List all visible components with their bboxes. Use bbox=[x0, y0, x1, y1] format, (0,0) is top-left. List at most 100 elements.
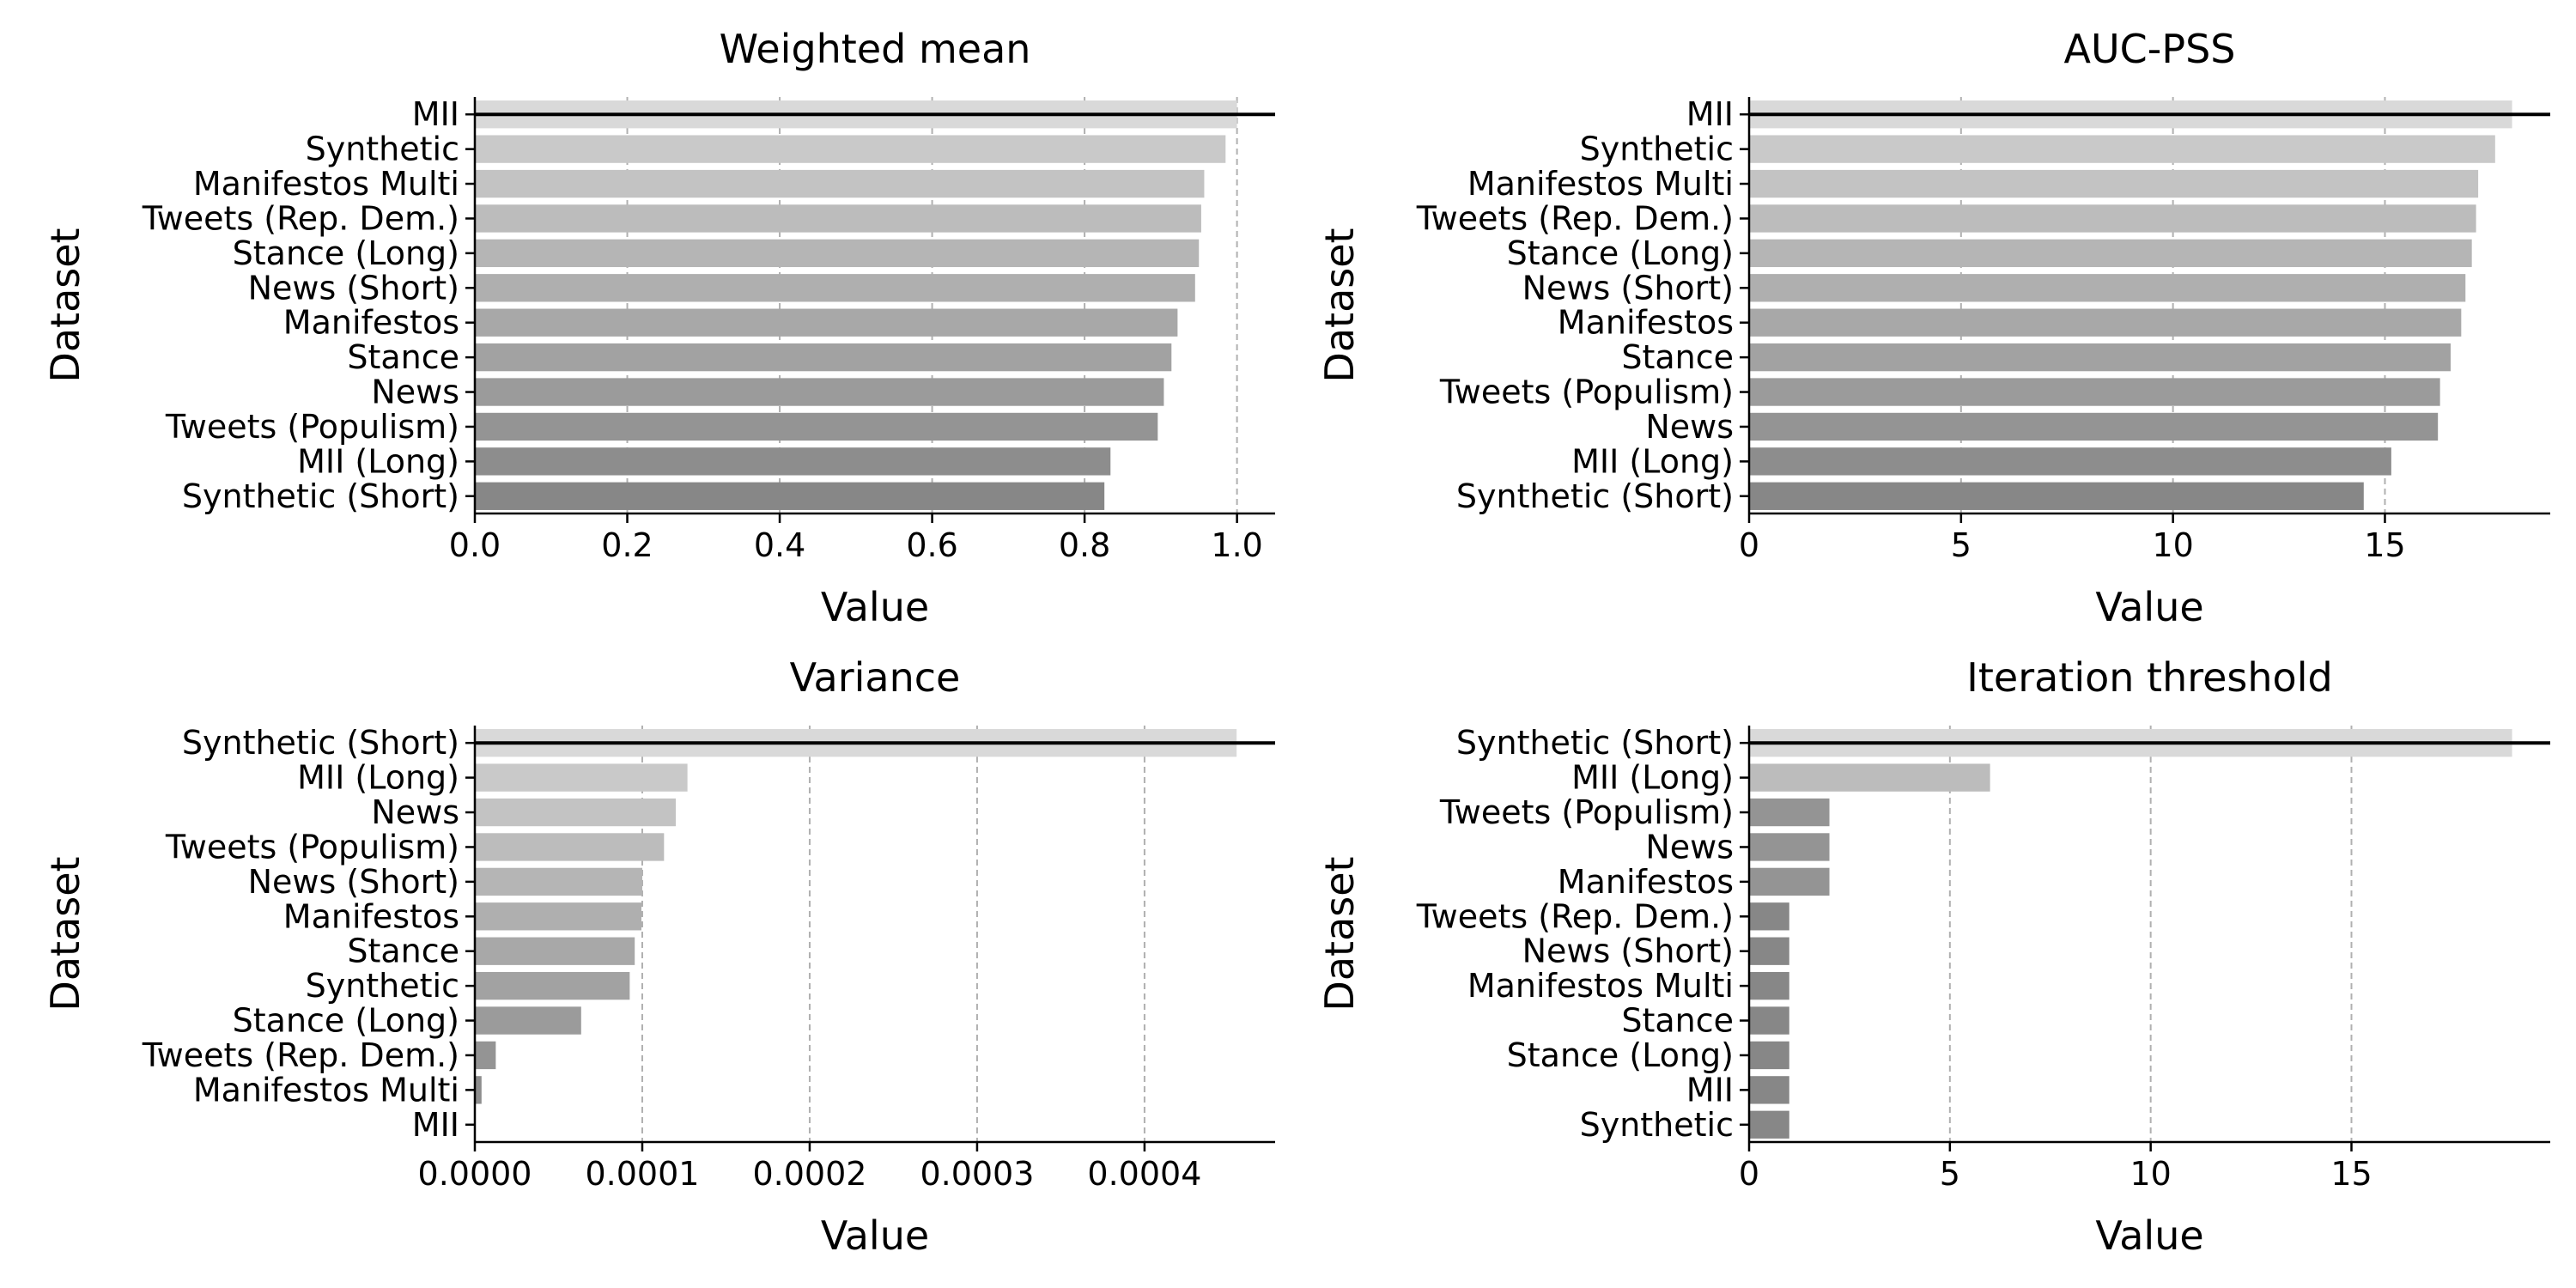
chart-panel-4: Synthetic (Short)MII (Long)Tweets (Popul… bbox=[1316, 654, 2550, 1259]
bar-news bbox=[475, 798, 676, 827]
x-tick-label: 0 bbox=[1739, 526, 1759, 564]
bar-news bbox=[1749, 833, 1830, 861]
bar-tweets-populism bbox=[1749, 378, 2440, 406]
y-tick-label: Synthetic (Short) bbox=[182, 724, 459, 762]
y-tick-label: Manifestos bbox=[283, 304, 459, 342]
bar-mii-long bbox=[1749, 763, 1990, 792]
y-tick-label: Tweets (Rep. Dem.) bbox=[142, 1036, 459, 1074]
bar-tweets-rep-dem bbox=[1749, 902, 1789, 931]
chart-title: Weighted mean bbox=[720, 26, 1031, 72]
bar-mii-long bbox=[475, 763, 688, 792]
bar-mii bbox=[1749, 1076, 1789, 1104]
bar-tweets-rep-dem bbox=[475, 204, 1201, 233]
x-tick-label: 10 bbox=[2152, 526, 2193, 564]
y-tick-label: Synthetic bbox=[306, 131, 459, 168]
bar-synthetic bbox=[1749, 1110, 1789, 1139]
bar-synthetic bbox=[475, 135, 1226, 163]
bar-manifestos bbox=[475, 902, 642, 931]
bar-manifestos-multi bbox=[475, 1076, 482, 1104]
bar-stance-long bbox=[1749, 1041, 1789, 1070]
x-tick-label: 15 bbox=[2330, 1155, 2372, 1193]
y-axis-label: Dataset bbox=[42, 856, 88, 1011]
bar-manifestos-multi bbox=[1749, 971, 1789, 1000]
y-tick-label: News (Short) bbox=[248, 863, 459, 901]
bar-tweets-populism bbox=[475, 833, 665, 861]
y-tick-label: Manifestos bbox=[1558, 863, 1734, 901]
bar-tweets-populism bbox=[475, 412, 1158, 441]
bar-stance-long bbox=[475, 239, 1200, 268]
bar-synthetic-short bbox=[475, 482, 1105, 510]
y-tick-label: MII (Long) bbox=[297, 759, 459, 797]
y-tick-label: News (Short) bbox=[1522, 269, 1734, 307]
bar-synthetic-short bbox=[1749, 482, 2364, 510]
y-tick-label: Manifestos bbox=[1558, 304, 1734, 342]
y-tick-label: Tweets (Populism) bbox=[1439, 374, 1734, 411]
y-tick-label: MII (Long) bbox=[1571, 759, 1734, 797]
x-tick-label: 1.0 bbox=[1211, 526, 1262, 564]
y-axis-label: Dataset bbox=[1316, 228, 1363, 382]
bar-manifestos bbox=[1749, 308, 2462, 337]
bar-synthetic bbox=[475, 971, 630, 1000]
y-tick-label: Tweets (Populism) bbox=[165, 828, 459, 866]
y-tick-label: Manifestos bbox=[283, 897, 459, 935]
bar-tweets-rep-dem bbox=[475, 1041, 496, 1070]
y-axis-label: Dataset bbox=[42, 228, 88, 382]
bar-manifestos-multi bbox=[1749, 169, 2479, 198]
y-tick-label: Stance bbox=[347, 933, 459, 970]
chart-title: AUC-PSS bbox=[2064, 26, 2236, 72]
y-tick-label: Stance (Long) bbox=[233, 234, 459, 272]
y-tick-label: News bbox=[371, 793, 459, 831]
bar-news-short bbox=[1749, 937, 1789, 965]
y-tick-label: Manifestos Multi bbox=[1467, 165, 1734, 203]
x-tick-label: 0.0002 bbox=[752, 1155, 866, 1193]
x-axis-label: Value bbox=[2095, 1212, 2203, 1259]
y-tick-label: MII (Long) bbox=[1571, 442, 1734, 480]
bar-stance bbox=[1749, 343, 2451, 372]
y-tick-label: Stance (Long) bbox=[233, 1002, 459, 1040]
bar-news-short bbox=[1749, 274, 2466, 302]
x-tick-label: 0 bbox=[1739, 1155, 1759, 1193]
bar-tweets-rep-dem bbox=[1749, 204, 2476, 233]
x-tick-label: 5 bbox=[1951, 526, 1971, 564]
bar-tweets-populism bbox=[1749, 798, 1830, 827]
x-tick-label: 0.4 bbox=[754, 526, 805, 564]
y-tick-label: Synthetic bbox=[306, 967, 459, 1005]
y-tick-label: Tweets (Rep. Dem.) bbox=[1416, 897, 1734, 935]
y-tick-label: Tweets (Rep. Dem.) bbox=[142, 199, 459, 237]
x-axis-label: Value bbox=[821, 1212, 929, 1259]
bar-manifestos-multi bbox=[475, 169, 1205, 198]
x-tick-label: 0.8 bbox=[1059, 526, 1110, 564]
y-tick-label: Tweets (Rep. Dem.) bbox=[1416, 199, 1734, 237]
y-tick-label: Synthetic bbox=[1580, 1106, 1734, 1144]
y-tick-label: MII bbox=[1686, 1071, 1734, 1109]
y-tick-label: Tweets (Populism) bbox=[1439, 793, 1734, 831]
y-tick-label: MII bbox=[412, 95, 459, 133]
y-tick-label: Stance bbox=[1621, 338, 1734, 376]
x-tick-label: 0.0 bbox=[449, 526, 501, 564]
x-tick-label: 0.6 bbox=[906, 526, 957, 564]
y-tick-label: MII (Long) bbox=[297, 442, 459, 480]
x-tick-label: 15 bbox=[2364, 526, 2405, 564]
x-tick-label: 0.0003 bbox=[920, 1155, 1034, 1193]
x-tick-label: 0.0000 bbox=[418, 1155, 532, 1193]
y-tick-label: MII bbox=[412, 1106, 459, 1144]
y-tick-label: Stance bbox=[1621, 1002, 1734, 1040]
y-tick-label: MII bbox=[1686, 95, 1734, 133]
bar-synthetic bbox=[1749, 135, 2495, 163]
y-tick-label: News bbox=[1645, 408, 1734, 446]
y-tick-label: Stance (Long) bbox=[1507, 1036, 1734, 1074]
y-tick-label: News (Short) bbox=[248, 269, 459, 307]
y-tick-label: Manifestos Multi bbox=[193, 165, 459, 203]
y-tick-label: Tweets (Populism) bbox=[165, 408, 459, 446]
x-tick-label: 0.0001 bbox=[585, 1155, 699, 1193]
y-tick-label: Synthetic (Short) bbox=[182, 477, 459, 515]
y-axis-label: Dataset bbox=[1316, 856, 1363, 1011]
bar-stance-long bbox=[1749, 239, 2472, 268]
bar-stance bbox=[475, 937, 635, 965]
bar-stance bbox=[1749, 1006, 1789, 1035]
y-tick-label: News (Short) bbox=[1522, 933, 1734, 970]
x-axis-label: Value bbox=[2095, 584, 2203, 630]
